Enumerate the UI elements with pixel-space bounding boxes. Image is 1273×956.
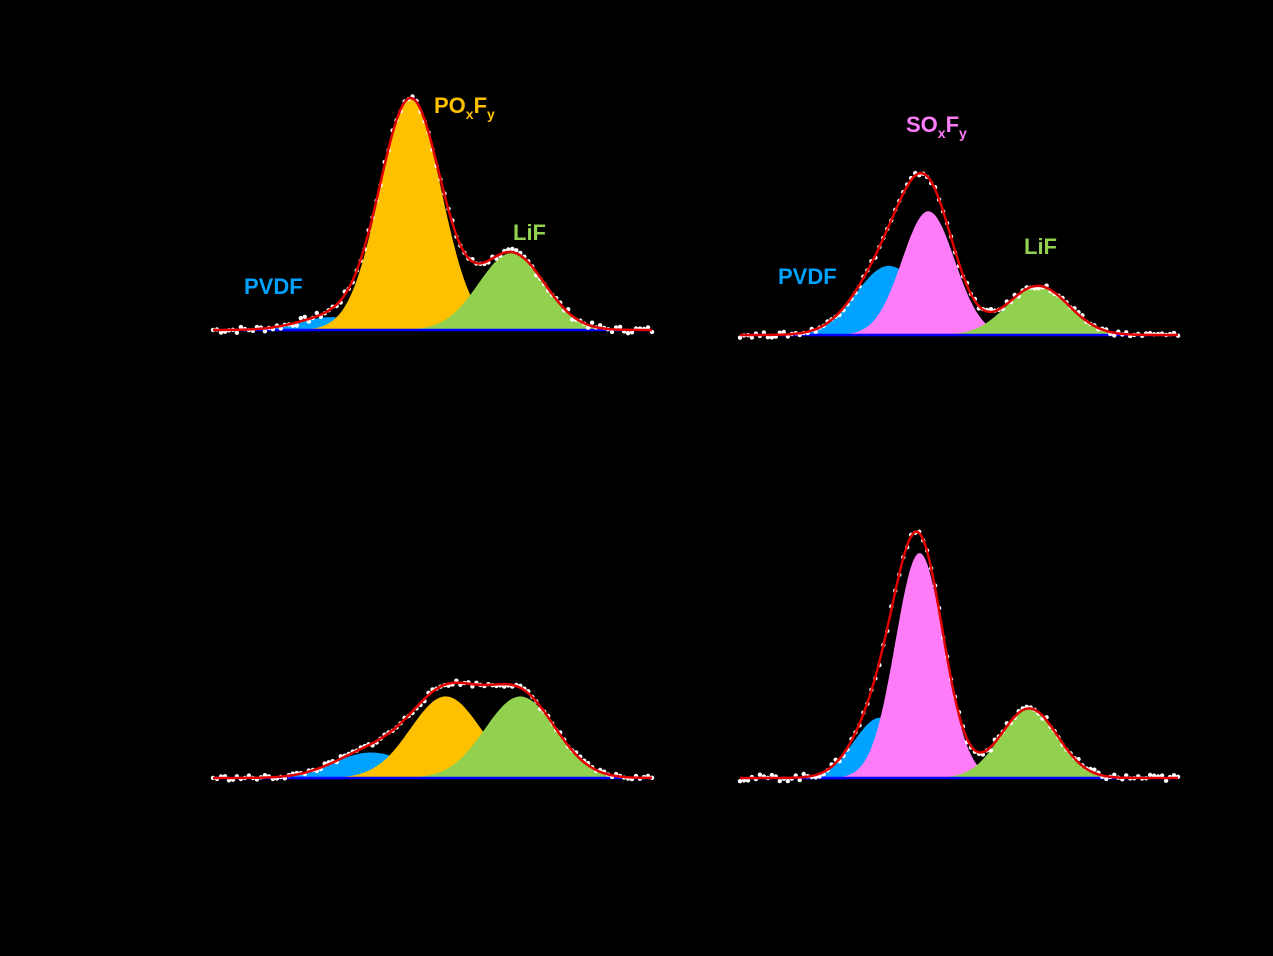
raw-data-point: [218, 330, 224, 335]
raw-data-point: [988, 307, 994, 312]
component-lif: [213, 696, 652, 778]
raw-data-point: [797, 777, 802, 783]
component-lif: [213, 253, 652, 330]
component-lif: [740, 285, 1178, 335]
component-poxfy: [213, 696, 652, 778]
raw-data-point: [737, 335, 743, 340]
peak-label-poxfy: POxFy: [434, 93, 495, 122]
raw-data-point: [745, 778, 751, 783]
raw-data-point: [597, 323, 603, 328]
raw-data-point: [769, 335, 775, 340]
panel-top-left: PVDF POxFy LiF: [210, 93, 655, 336]
raw-data-point: [769, 772, 775, 778]
raw-data-point: [761, 330, 767, 335]
component-pvdf: [740, 717, 1178, 778]
raw-data-point: [629, 330, 635, 335]
panel-top-right: PVDF SOxFy LiF: [737, 112, 1181, 340]
raw-data-point: [785, 778, 790, 784]
panel-bottom-left: [210, 678, 655, 783]
raw-data-point: [514, 248, 519, 253]
raw-data-point: [781, 329, 786, 335]
raw-data-point: [589, 320, 595, 325]
raw-data-point: [737, 779, 743, 784]
peak-label-lif: LiF: [1024, 234, 1057, 259]
raw-data-point: [609, 329, 615, 335]
raw-data-point: [506, 247, 511, 252]
component-soxfy: [740, 553, 1178, 778]
raw-data-point: [645, 325, 651, 330]
raw-data-point: [1147, 772, 1153, 778]
component-poxfy: [213, 99, 652, 330]
raw-data-point: [801, 771, 806, 777]
raw-data-point: [749, 335, 755, 340]
raw-data-point: [314, 310, 319, 316]
raw-data-point: [1159, 773, 1165, 778]
raw-data-point: [1112, 333, 1117, 338]
fit-envelope: [740, 530, 1178, 780]
raw-data-point: [262, 329, 268, 334]
raw-data-point: [234, 330, 240, 335]
raw-data-point: [302, 314, 307, 320]
raw-data-point: [1104, 776, 1109, 782]
panel-bottom-right: [737, 529, 1181, 784]
raw-data-point: [1163, 778, 1169, 783]
fit-envelope: [740, 171, 1178, 337]
component-soxfy: [740, 211, 1178, 335]
raw-data-point: [238, 324, 244, 330]
peak-label-lif: LiF: [513, 220, 546, 245]
raw-data-point: [502, 684, 507, 689]
raw-data-point: [1092, 767, 1097, 772]
raw-data-point: [741, 778, 747, 783]
raw-data-point: [617, 324, 623, 330]
peak-label-pvdf: PVDF: [244, 274, 303, 299]
raw-data-point: [757, 772, 763, 777]
fit-envelope: [213, 681, 652, 780]
raw-data-point: [585, 325, 591, 330]
peak-label-pvdf: PVDF: [778, 264, 837, 289]
peak-label-soxfy: SOxFy: [906, 112, 967, 141]
raw-data-point: [625, 331, 631, 336]
raw-data-point: [777, 778, 782, 784]
raw-data-point: [510, 246, 515, 252]
raw-data-point: [298, 316, 303, 321]
fit-envelope: [213, 96, 652, 332]
raw-data-point: [1171, 773, 1177, 778]
component-pvdf: [213, 752, 652, 778]
component-pvdf: [740, 265, 1178, 335]
raw-data-point: [294, 323, 299, 328]
component-lif: [740, 708, 1178, 778]
